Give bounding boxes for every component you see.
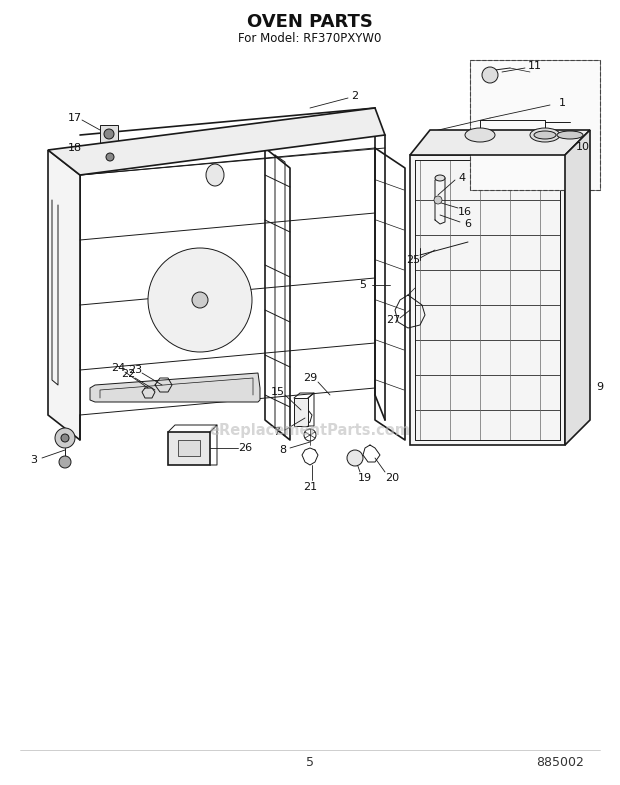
Circle shape — [192, 292, 208, 308]
Text: 26: 26 — [238, 443, 252, 453]
Polygon shape — [90, 373, 260, 402]
Text: 11: 11 — [528, 61, 542, 71]
Ellipse shape — [465, 128, 495, 142]
Circle shape — [61, 434, 69, 442]
Text: 24: 24 — [111, 363, 125, 373]
Circle shape — [148, 248, 252, 352]
Text: eReplacementParts.com: eReplacementParts.com — [210, 422, 410, 437]
Polygon shape — [168, 432, 210, 465]
Circle shape — [434, 196, 442, 204]
Text: 22: 22 — [121, 369, 135, 379]
Text: For Model: RF370PXYW0: For Model: RF370PXYW0 — [238, 31, 382, 45]
Polygon shape — [565, 130, 590, 445]
Polygon shape — [410, 155, 565, 445]
Text: 18: 18 — [68, 143, 82, 153]
Ellipse shape — [435, 175, 445, 181]
Text: 27: 27 — [386, 315, 400, 325]
Text: 885002: 885002 — [536, 755, 584, 769]
Text: 19: 19 — [358, 473, 372, 483]
Text: OVEN PARTS: OVEN PARTS — [247, 13, 373, 31]
Text: 20: 20 — [385, 473, 399, 483]
Circle shape — [59, 456, 71, 468]
Text: 23: 23 — [128, 365, 142, 375]
Circle shape — [482, 67, 498, 83]
Polygon shape — [470, 60, 600, 190]
Text: 5: 5 — [360, 280, 366, 290]
Circle shape — [347, 450, 363, 466]
Text: 29: 29 — [303, 373, 317, 383]
Text: 21: 21 — [303, 482, 317, 492]
Polygon shape — [48, 108, 385, 175]
Text: 15: 15 — [271, 387, 285, 397]
Circle shape — [106, 153, 114, 161]
Text: 3: 3 — [30, 455, 37, 465]
Ellipse shape — [557, 131, 583, 139]
Circle shape — [55, 428, 75, 448]
Polygon shape — [48, 150, 80, 440]
Text: 17: 17 — [68, 113, 82, 123]
Text: 16: 16 — [458, 207, 472, 217]
Circle shape — [104, 129, 114, 139]
Text: 2: 2 — [352, 91, 358, 101]
Text: 10: 10 — [576, 142, 590, 152]
Text: 4: 4 — [458, 173, 466, 183]
Text: 8: 8 — [280, 445, 286, 455]
Polygon shape — [178, 440, 200, 456]
Text: 5: 5 — [306, 755, 314, 769]
Ellipse shape — [534, 131, 556, 139]
Polygon shape — [294, 398, 308, 426]
Text: 1: 1 — [559, 98, 565, 108]
Polygon shape — [410, 130, 590, 155]
Polygon shape — [103, 150, 118, 165]
Ellipse shape — [206, 164, 224, 186]
Text: 7: 7 — [273, 427, 281, 437]
Polygon shape — [100, 125, 118, 143]
Ellipse shape — [530, 128, 560, 142]
Text: 25: 25 — [406, 255, 420, 265]
Text: 6: 6 — [464, 219, 471, 229]
Text: 9: 9 — [596, 382, 603, 392]
